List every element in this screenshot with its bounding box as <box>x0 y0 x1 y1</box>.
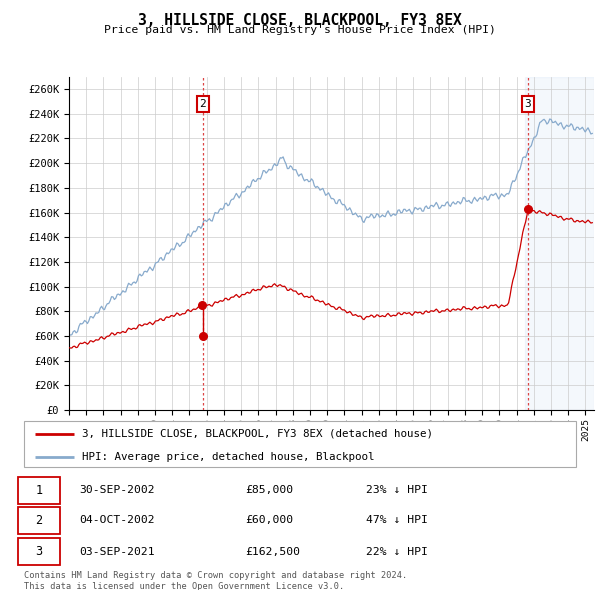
FancyBboxPatch shape <box>19 507 60 534</box>
FancyBboxPatch shape <box>19 477 60 504</box>
Text: £85,000: £85,000 <box>245 486 293 495</box>
Text: 3, HILLSIDE CLOSE, BLACKPOOL, FY3 8EX (detached house): 3, HILLSIDE CLOSE, BLACKPOOL, FY3 8EX (d… <box>82 429 433 439</box>
Text: £162,500: £162,500 <box>245 546 300 556</box>
Text: 2: 2 <box>199 99 206 109</box>
Text: Contains HM Land Registry data © Crown copyright and database right 2024.
This d: Contains HM Land Registry data © Crown c… <box>24 571 407 590</box>
Text: £60,000: £60,000 <box>245 516 293 526</box>
Text: 47% ↓ HPI: 47% ↓ HPI <box>366 516 428 526</box>
Text: 3: 3 <box>35 545 43 558</box>
Text: Price paid vs. HM Land Registry's House Price Index (HPI): Price paid vs. HM Land Registry's House … <box>104 25 496 35</box>
Text: 23% ↓ HPI: 23% ↓ HPI <box>366 486 428 495</box>
Text: 22% ↓ HPI: 22% ↓ HPI <box>366 546 428 556</box>
Text: 03-SEP-2021: 03-SEP-2021 <box>79 546 155 556</box>
Bar <box>525 77 594 410</box>
Text: 3: 3 <box>524 99 532 109</box>
Text: 1: 1 <box>35 484 43 497</box>
Text: 2: 2 <box>35 514 43 527</box>
FancyBboxPatch shape <box>19 538 60 565</box>
Text: 3, HILLSIDE CLOSE, BLACKPOOL, FY3 8EX: 3, HILLSIDE CLOSE, BLACKPOOL, FY3 8EX <box>138 13 462 28</box>
Text: 30-SEP-2002: 30-SEP-2002 <box>79 486 155 495</box>
Text: HPI: Average price, detached house, Blackpool: HPI: Average price, detached house, Blac… <box>82 452 374 462</box>
FancyBboxPatch shape <box>24 421 576 467</box>
Text: 04-OCT-2002: 04-OCT-2002 <box>79 516 155 526</box>
